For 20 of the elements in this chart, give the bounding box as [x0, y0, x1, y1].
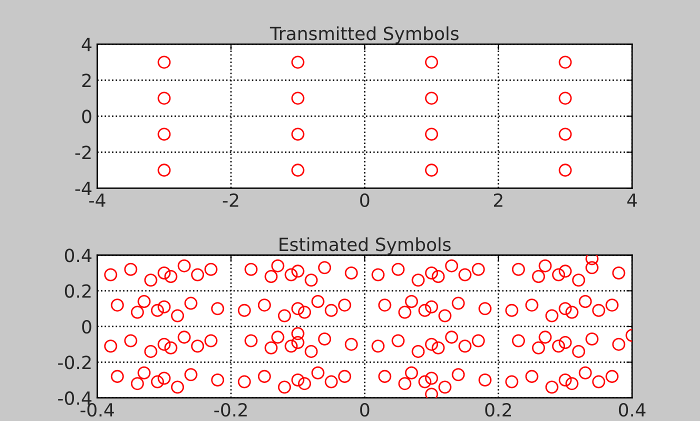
x-tick-label: 0.4: [618, 403, 646, 417]
x-tick-label: 0: [360, 193, 370, 208]
chart-title: Transmitted Symbols: [270, 26, 459, 44]
y-tick-label: -0.4: [58, 391, 92, 405]
y-tick-label: -2: [75, 146, 91, 160]
y-tick-label: -0.2: [58, 356, 91, 370]
y-tick-label: 4: [82, 38, 92, 52]
y-tick-label: -4: [75, 182, 92, 196]
y-tick-label: 0: [82, 320, 92, 334]
x-tick-label: -2: [222, 193, 238, 207]
y-tick-label: 0.2: [64, 284, 91, 298]
y-tick-label: 2: [82, 74, 91, 88]
x-tick-label: 4: [627, 194, 637, 207]
x-tick-label: 0: [360, 403, 370, 417]
x-tick-label: -0.2: [214, 403, 247, 417]
x-tick-label: 2: [494, 193, 502, 207]
y-tick-label: 0: [82, 110, 92, 124]
x-tick-label: 0.2: [485, 403, 511, 417]
chart-title: Estimated Symbols: [280, 237, 451, 255]
y-tick-label: 0.4: [64, 248, 92, 262]
